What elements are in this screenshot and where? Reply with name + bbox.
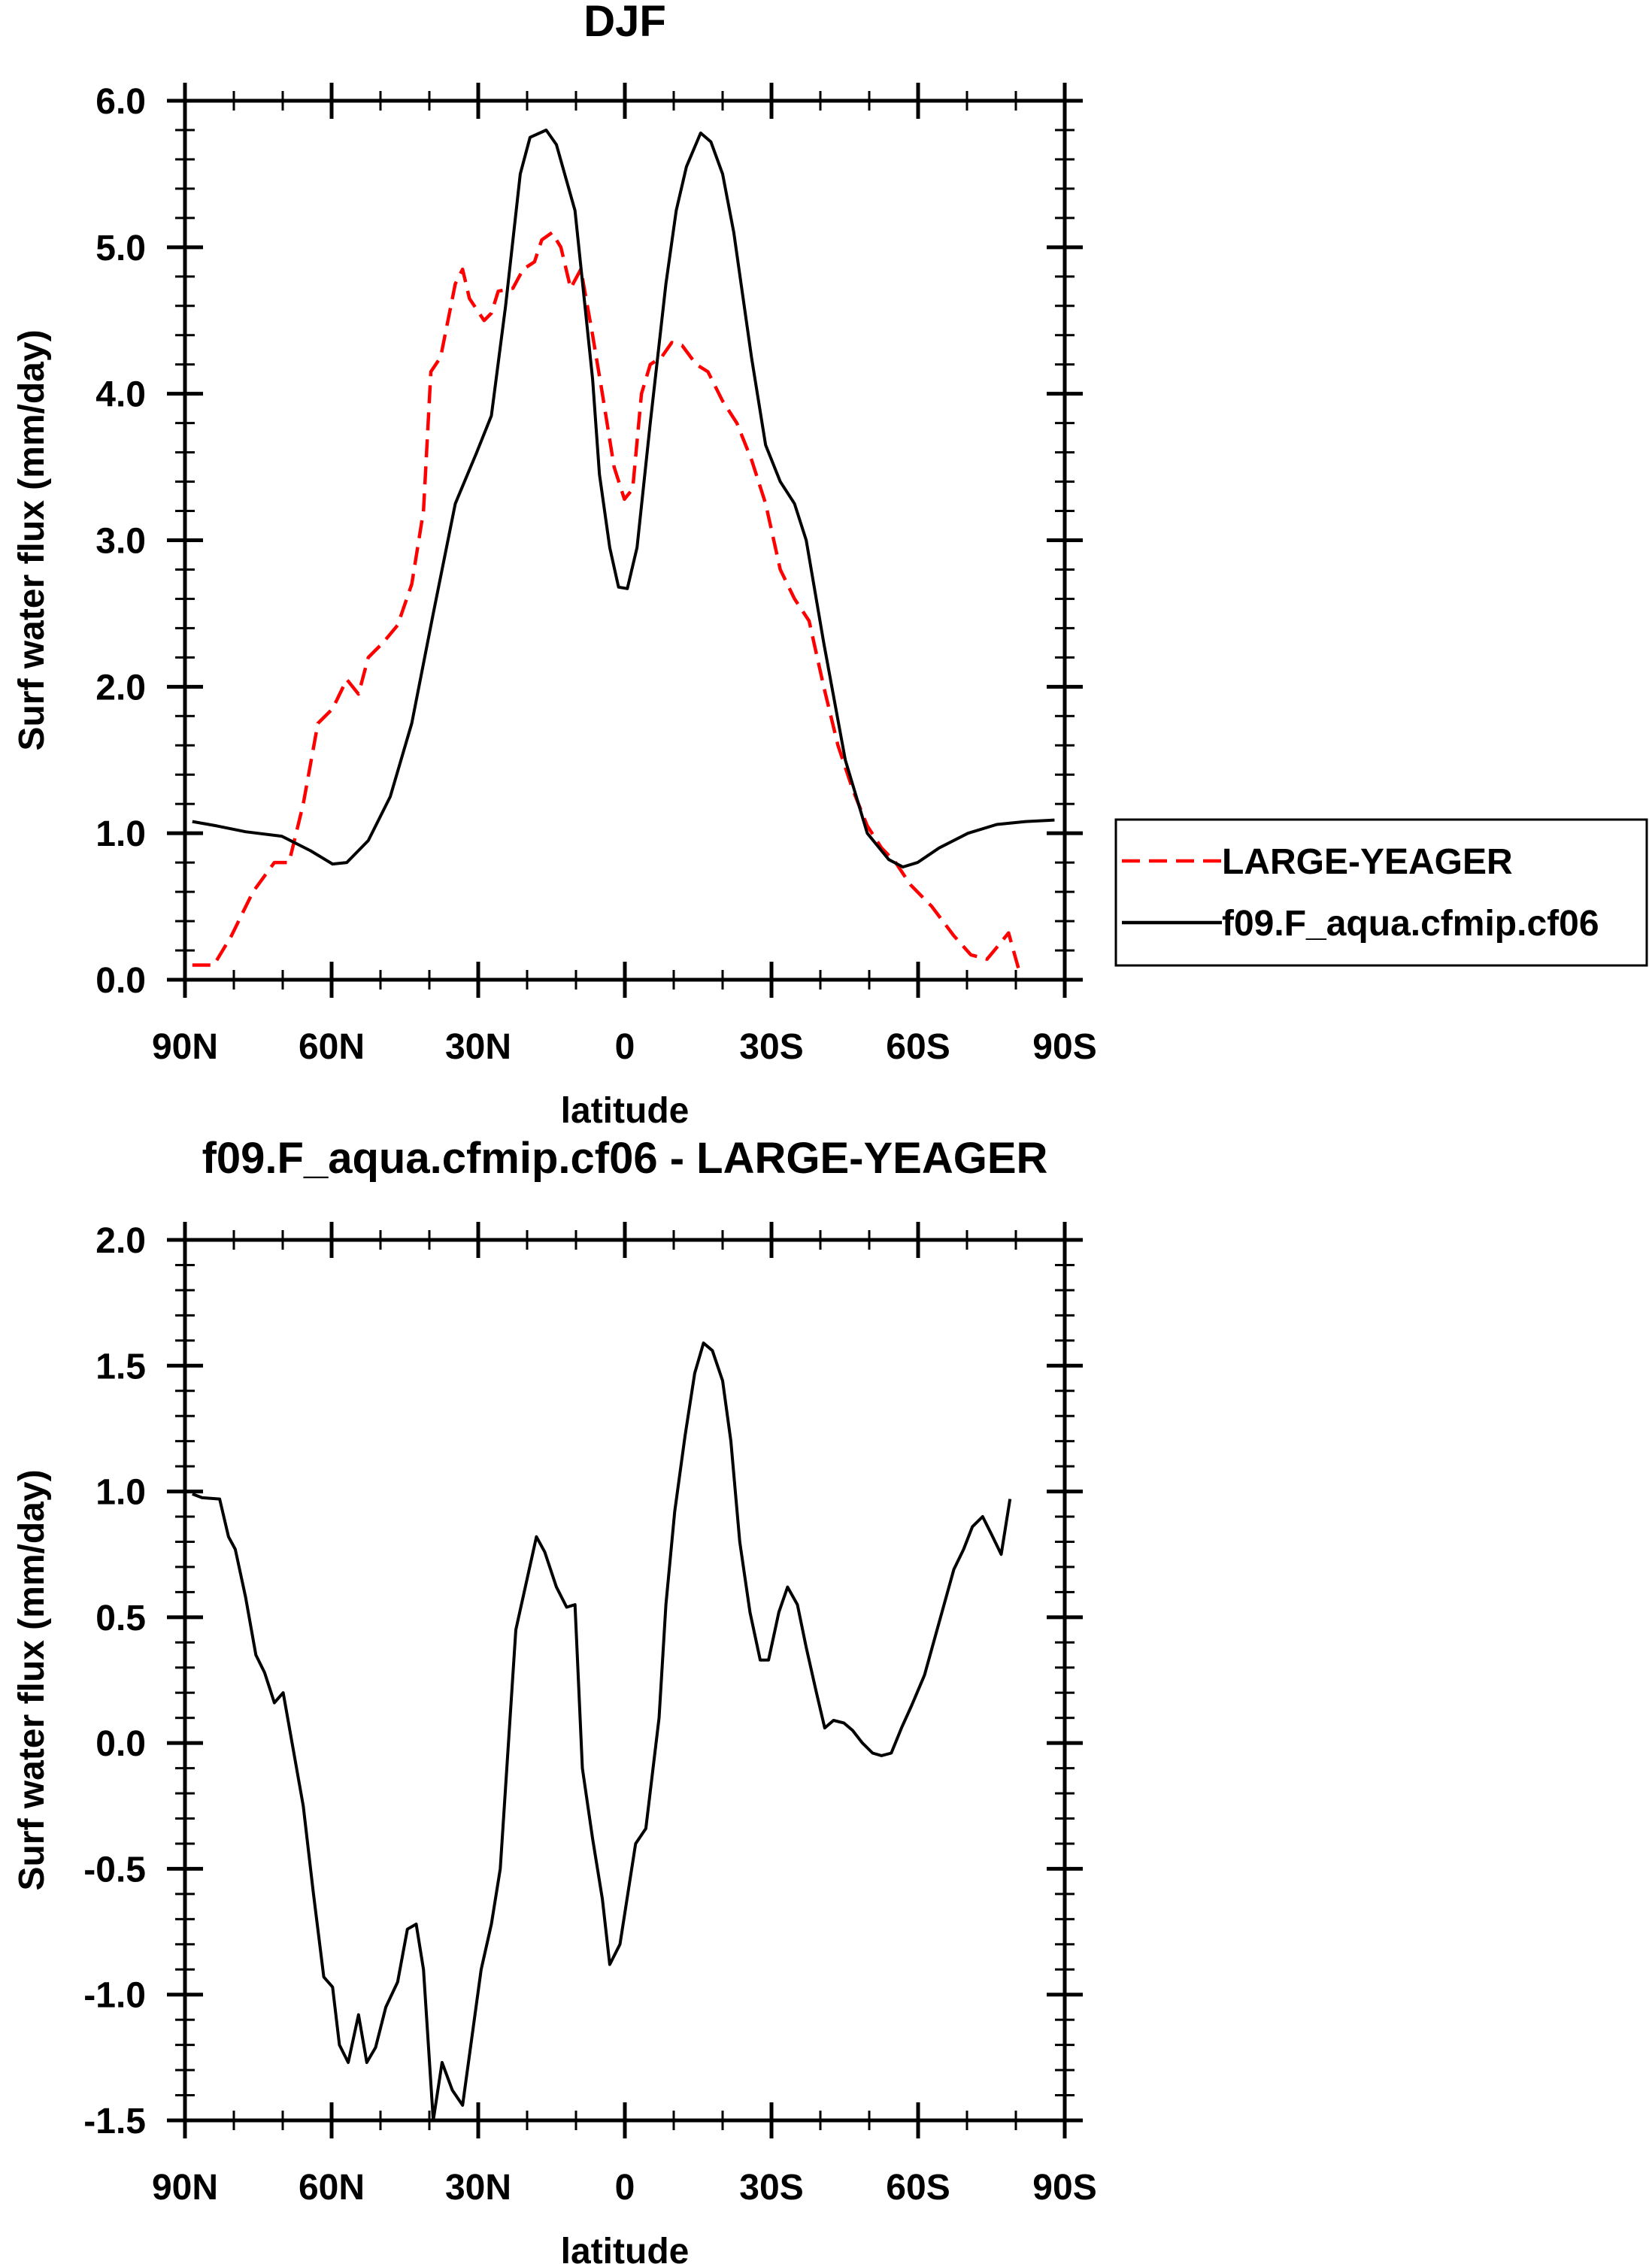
x-tick-label: 30N (445, 2168, 511, 2208)
x-tick-label: 90S (1032, 2168, 1096, 2208)
y-tick-label: -1.5 (83, 2102, 146, 2141)
legend: LARGE-YEAGER f09.F_aqua.cfmip.cf06 (1114, 818, 1648, 967)
x-tick-label: 60N (299, 2168, 365, 2208)
bottom-panel-difference: f09.F_aqua.cfmip.cf06 - LARGE-YEAGER -1.5… (12, 1134, 1097, 2264)
y-tick-label: 6.0 (95, 82, 146, 122)
legend-entry: LARGE-YEAGER (1222, 842, 1513, 882)
y-tick-label: 2.0 (95, 668, 146, 708)
y-axis-label: Surf water flux (mm/day) (12, 1469, 52, 1890)
y-axis-label: Surf water flux (mm/day) (12, 329, 52, 750)
y-tick-label: 0.0 (95, 961, 146, 1001)
y-tick-label: -0.5 (83, 1850, 146, 1890)
x-tick-label: 30N (445, 1027, 511, 1067)
y-tick-label: 4.0 (95, 375, 146, 415)
plot-frame (183, 1238, 1067, 2123)
y-tick-label: 2.0 (95, 1221, 146, 1261)
y-tick-label: 0.0 (95, 1724, 146, 1764)
series-line-difference (192, 1341, 1012, 2122)
x-axis-label: latitude (561, 1091, 690, 1131)
x-tick-label: 60S (886, 1027, 950, 1067)
x-tick-label: 60N (299, 1027, 365, 1067)
series-line-f09-f-aqua-cfmip-cf06 (192, 129, 1055, 868)
x-tick-label: 30S (739, 1027, 803, 1067)
y-tick-label: 1.0 (95, 814, 146, 854)
top-panel-djf: DJF 0.0 1.0 2.0 3.0 4.0 5.0 6.0 90N 60N 30N 0 30S 60S… (12, 0, 1648, 1131)
legend-box (1114, 818, 1648, 967)
series-line-large-yeager (192, 231, 1020, 969)
x-tick-label: 0 (615, 2168, 635, 2208)
y-tick-label: 1.5 (95, 1347, 146, 1387)
y-tick-label: -1.0 (83, 1976, 146, 2016)
y-tick-label: 3.0 (95, 522, 146, 562)
chart-title: DJF (584, 0, 666, 46)
plot-frame (183, 99, 1067, 982)
chart-title: f09.F_aqua.cfmip.cf06 - LARGE-YEAGER (202, 1134, 1048, 1183)
x-tick-label: 90N (152, 2168, 218, 2208)
y-tick-label: 0.5 (95, 1599, 146, 1638)
x-tick-label: 90S (1032, 1027, 1096, 1067)
x-tick-label: 30S (739, 2168, 803, 2208)
x-tick-label: 90N (152, 1027, 218, 1067)
x-tick-label: 60S (886, 2168, 950, 2208)
x-axis-label: latitude (561, 2232, 690, 2264)
y-tick-label: 5.0 (95, 229, 146, 268)
y-tick-label: 1.0 (95, 1473, 146, 1513)
legend-entry: f09.F_aqua.cfmip.cf06 (1222, 904, 1599, 944)
x-tick-label: 0 (615, 1027, 635, 1067)
